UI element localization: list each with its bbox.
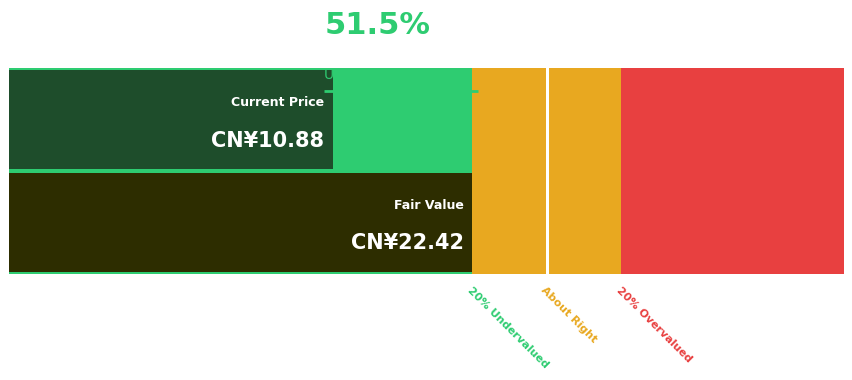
Text: About Right: About Right	[538, 285, 598, 345]
Text: Fair Value: Fair Value	[394, 199, 463, 212]
Text: CN¥22.42: CN¥22.42	[350, 233, 463, 253]
Text: 51.5%: 51.5%	[324, 11, 429, 40]
Text: Current Price: Current Price	[231, 96, 324, 109]
Text: CN¥10.88: CN¥10.88	[211, 131, 324, 150]
Text: 20% Undervalued: 20% Undervalued	[465, 285, 550, 370]
Text: Undervalued: Undervalued	[324, 68, 412, 82]
Text: 20% Overvalued: 20% Overvalued	[613, 285, 693, 364]
Bar	[545, 68, 548, 274]
